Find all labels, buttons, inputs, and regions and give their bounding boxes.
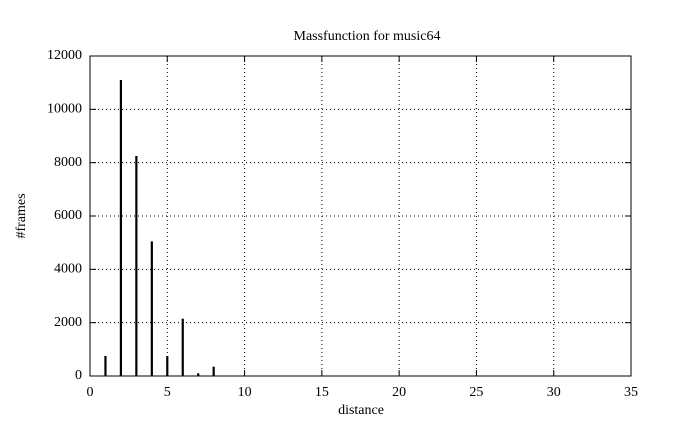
y-tick-label: 12000 [47,48,82,63]
x-tick-label: 20 [392,385,406,400]
x-tick-label: 25 [469,385,483,400]
plot-frame [89,55,632,377]
y-tick-label: 6000 [54,208,82,223]
x-tick-label: 0 [87,385,94,400]
y-tick-label: 10000 [47,102,82,117]
x-tick-label: 15 [315,385,329,400]
y-tick-label: 2000 [54,315,82,330]
y-tick-label: 8000 [54,155,82,170]
y-tick-label: 4000 [54,262,82,277]
x-tick-label: 10 [238,385,252,400]
y-axis-label: #frames [14,193,29,238]
x-tick-label: 30 [547,385,561,400]
y-tick-label: 0 [75,368,82,383]
x-tick-label: 35 [624,385,638,400]
chart-title: Massfunction for music64 [294,29,441,44]
x-axis-label: distance [338,403,384,418]
x-tick-label: 5 [164,385,171,400]
